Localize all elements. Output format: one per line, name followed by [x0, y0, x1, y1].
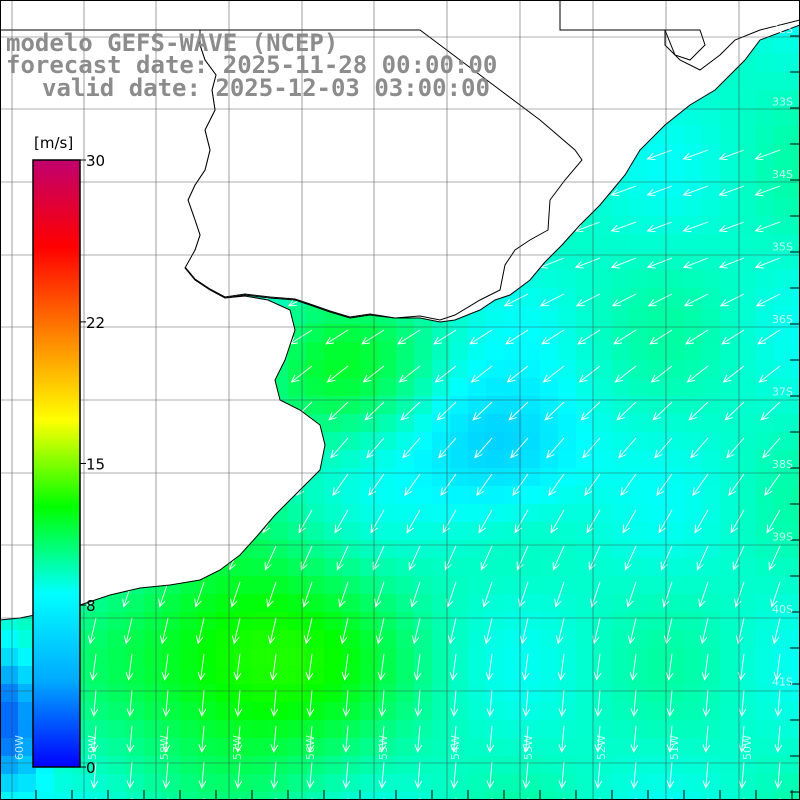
lat-label: 38S [772, 458, 793, 471]
title-valid-date: valid date: 2025-12-03 03:00:00 [42, 74, 490, 102]
lat-label: 32S [772, 23, 793, 36]
lon-label: 55W [377, 735, 390, 760]
longitude-labels: 60W 59W 58W 57W 56W 55W 54W 53W 52W 51W 50W [13, 735, 754, 760]
lat-label: 36S [772, 313, 793, 326]
lon-label: 52W [595, 735, 608, 760]
latitude-labels: 32S 33S 34S 35S 36S 37S 38S 39S 40S 41S [772, 23, 793, 689]
lat-label: 40S [772, 603, 793, 616]
colorbar-tick-label: 8 [86, 597, 96, 615]
title-model: modelo GEFS-WAVE (NCEP) [6, 29, 339, 57]
colorbar-tick-label: 22 [86, 314, 105, 332]
lon-label: 59W [86, 735, 99, 760]
lat-label: 35S [772, 241, 793, 254]
colorbar-units: [m/s] [34, 134, 73, 152]
colorbar-tick-label: 15 [86, 456, 105, 474]
lon-label: 53W [522, 735, 535, 760]
lat-label: 39S [772, 531, 793, 544]
lon-label: 58W [158, 735, 171, 760]
colorbar-tick-label: 30 [86, 152, 105, 170]
lat-label: 37S [772, 386, 793, 399]
lon-label: 60W [13, 735, 26, 760]
colorbar-tick-label: 0 [86, 759, 96, 777]
colorbar-gradient [32, 159, 81, 768]
lon-label: 50W [741, 735, 754, 760]
colorbar: [m/s] 30 22 15 8 0 [32, 134, 105, 777]
lat-label: 33S [772, 96, 793, 109]
lat-label: 34S [772, 168, 793, 181]
title-forecast-date: forecast date: 2025-11-28 00:00:00 [6, 51, 498, 79]
lon-label: 54W [449, 735, 462, 760]
lon-label: 51W [668, 735, 681, 760]
lat-label: 41S [772, 676, 793, 689]
lon-label: 57W [231, 735, 244, 760]
lon-label: 56W [304, 735, 317, 760]
land-mask [0, 0, 800, 621]
